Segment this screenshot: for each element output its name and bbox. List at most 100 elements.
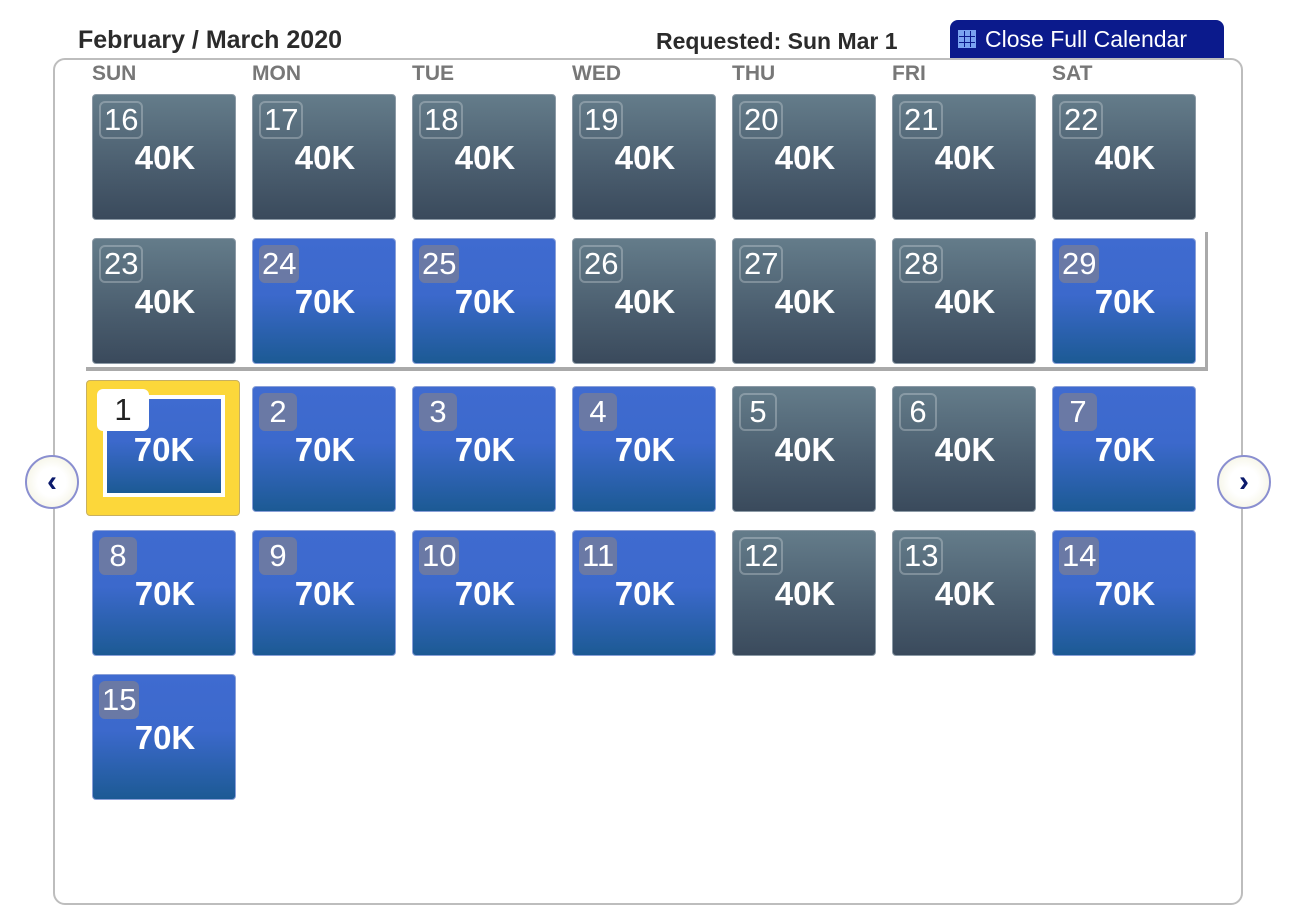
requested-date: Requested: Sun Mar 1 [656, 28, 898, 54]
day-number: 29 [1059, 245, 1100, 283]
day-price: 40K [934, 283, 996, 320]
day-number: 6 [899, 393, 937, 431]
day-number: 7 [1059, 393, 1097, 431]
calendar-day[interactable]: 23 40K [92, 238, 236, 364]
day-price: 40K [1094, 139, 1156, 176]
month-boundary [86, 232, 1208, 371]
day-number: 18 [419, 101, 464, 139]
calendar-day[interactable]: 25 70K [412, 238, 556, 364]
day-number: 20 [739, 101, 784, 139]
calendar-day[interactable]: 14 70K [1052, 530, 1196, 656]
previous-button[interactable]: ‹ [25, 455, 79, 509]
calendar-day[interactable]: 10 70K [412, 530, 556, 656]
day-price: 40K [934, 431, 996, 468]
day-number: 13 [899, 537, 944, 575]
day-price: 40K [134, 139, 196, 176]
calendar-day[interactable]: 18 40K [412, 94, 556, 220]
day-price: 70K [1094, 575, 1156, 612]
day-number: 27 [739, 245, 784, 283]
day-price: 40K [294, 139, 356, 176]
calendar-day[interactable]: 15 70K [92, 674, 236, 800]
calendar-day[interactable]: 3 70K [412, 386, 556, 512]
calendar-day[interactable]: 8 70K [92, 530, 236, 656]
calendar-day[interactable]: 11 70K [572, 530, 716, 656]
calendar-day[interactable]: 2 70K [252, 386, 396, 512]
day-number: 14 [1059, 537, 1100, 575]
day-number: 21 [899, 101, 944, 139]
day-price: 70K [454, 431, 516, 468]
calendar-day-selected[interactable]: 1 70K [86, 380, 240, 516]
day-price: 40K [774, 139, 836, 176]
day-price: 70K [1094, 431, 1156, 468]
day-price: 70K [454, 575, 516, 612]
calendar-day[interactable]: 7 70K [1052, 386, 1196, 512]
day-number: 3 [419, 393, 457, 431]
day-price: 70K [294, 431, 356, 468]
day-of-week-header: TUE [412, 62, 454, 85]
calendar-day[interactable]: 6 40K [892, 386, 1036, 512]
day-price: 70K [294, 575, 356, 612]
calendar-day[interactable]: 13 40K [892, 530, 1036, 656]
day-of-week-header: SAT [1052, 62, 1093, 85]
day-number: 1 [97, 389, 149, 431]
calendar-day[interactable]: 16 40K [92, 94, 236, 220]
calendar-day[interactable]: 12 40K [732, 530, 876, 656]
day-of-week-header: FRI [892, 62, 926, 85]
day-number: 5 [739, 393, 777, 431]
day-price: 70K [1094, 283, 1156, 320]
close-full-calendar-button[interactable]: Close Full Calendar [950, 20, 1224, 58]
calendar-grid-icon [958, 30, 976, 48]
day-of-week-header: WED [572, 62, 621, 85]
calendar-day[interactable]: 9 70K [252, 530, 396, 656]
calendar-day[interactable]: 20 40K [732, 94, 876, 220]
day-price: 40K [454, 139, 516, 176]
day-number: 25 [419, 245, 460, 283]
day-number: 2 [259, 393, 297, 431]
day-number: 11 [579, 537, 618, 575]
day-price: 70K [134, 575, 196, 612]
day-price: 40K [774, 283, 836, 320]
calendar-day[interactable]: 27 40K [732, 238, 876, 364]
chevron-left-icon: ‹ [47, 465, 57, 498]
next-button[interactable]: › [1217, 455, 1271, 509]
day-of-week-header: THU [732, 62, 776, 85]
calendar-day[interactable]: 5 40K [732, 386, 876, 512]
chevron-right-icon: › [1239, 465, 1249, 498]
day-number: 9 [259, 537, 297, 575]
calendar-day[interactable]: 26 40K [572, 238, 716, 364]
day-of-week-header: SUN [92, 62, 137, 85]
calendar-day[interactable]: 19 40K [572, 94, 716, 220]
calendar-day[interactable]: 28 40K [892, 238, 1036, 364]
day-price: 70K [614, 431, 676, 468]
calendar-title: February / March 2020 [78, 26, 343, 54]
calendar-day[interactable]: 24 70K [252, 238, 396, 364]
day-price: 40K [774, 431, 836, 468]
calendar-day[interactable]: 29 70K [1052, 238, 1196, 364]
day-price: 70K [134, 719, 196, 756]
day-number: 28 [899, 245, 944, 283]
day-number: 26 [579, 245, 624, 283]
close-full-calendar-label: Close Full Calendar [985, 25, 1187, 52]
day-number: 4 [579, 393, 617, 431]
day-number: 22 [1059, 101, 1104, 139]
day-number: 19 [579, 101, 624, 139]
calendar-day[interactable]: 17 40K [252, 94, 396, 220]
day-number: 8 [99, 537, 137, 575]
day-number: 10 [419, 537, 460, 575]
day-price: 40K [934, 575, 996, 612]
calendar-day[interactable]: 4 70K [572, 386, 716, 512]
day-number: 24 [259, 245, 300, 283]
day-price: 40K [614, 139, 676, 176]
day-price: 70K [133, 431, 195, 468]
day-price: 40K [614, 283, 676, 320]
day-price: 40K [134, 283, 196, 320]
day-price: 40K [934, 139, 996, 176]
calendar-day[interactable]: 22 40K [1052, 94, 1196, 220]
day-price: 70K [614, 575, 676, 612]
day-number: 17 [259, 101, 304, 139]
day-price: 40K [774, 575, 836, 612]
day-of-week-header: MON [252, 62, 301, 85]
day-price: 70K [294, 283, 356, 320]
calendar-day[interactable]: 21 40K [892, 94, 1036, 220]
day-number: 12 [739, 537, 784, 575]
